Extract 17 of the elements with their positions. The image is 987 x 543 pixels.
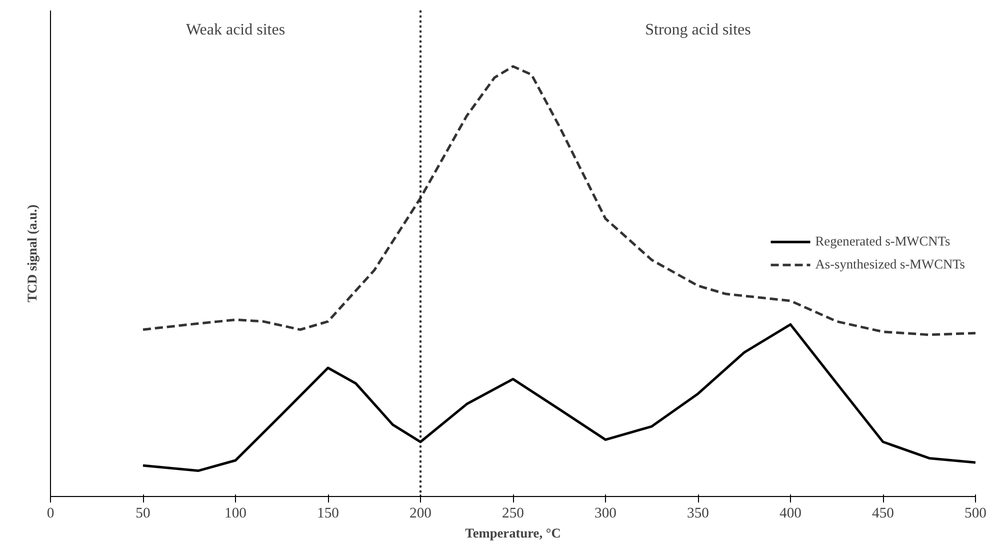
x-tick-label: 0 xyxy=(46,506,54,522)
legend-label: As-synthesized s-MWCNTs xyxy=(815,256,965,272)
y-axis-title: TCD signal (a.u.) xyxy=(24,204,40,302)
x-axis-title: Temperature, °C xyxy=(465,526,561,540)
x-tick-label: 300 xyxy=(594,506,616,522)
x-tick-label: 350 xyxy=(687,506,709,522)
x-tick-label: 450 xyxy=(872,506,894,522)
x-tick-label: 250 xyxy=(502,506,524,522)
x-tick-label: 150 xyxy=(317,506,339,522)
text: Weak acid sites xyxy=(186,22,286,38)
x-tick-label: 200 xyxy=(410,506,432,522)
legend-label: Regenerated s-MWCNTs xyxy=(815,234,950,250)
x-tick-label: 100 xyxy=(224,506,246,522)
x-tick-label: 500 xyxy=(964,506,986,522)
x-tick-label: 50 xyxy=(136,506,150,522)
x-tick-label: 400 xyxy=(780,506,802,522)
text: Strong acid sites xyxy=(645,22,751,38)
